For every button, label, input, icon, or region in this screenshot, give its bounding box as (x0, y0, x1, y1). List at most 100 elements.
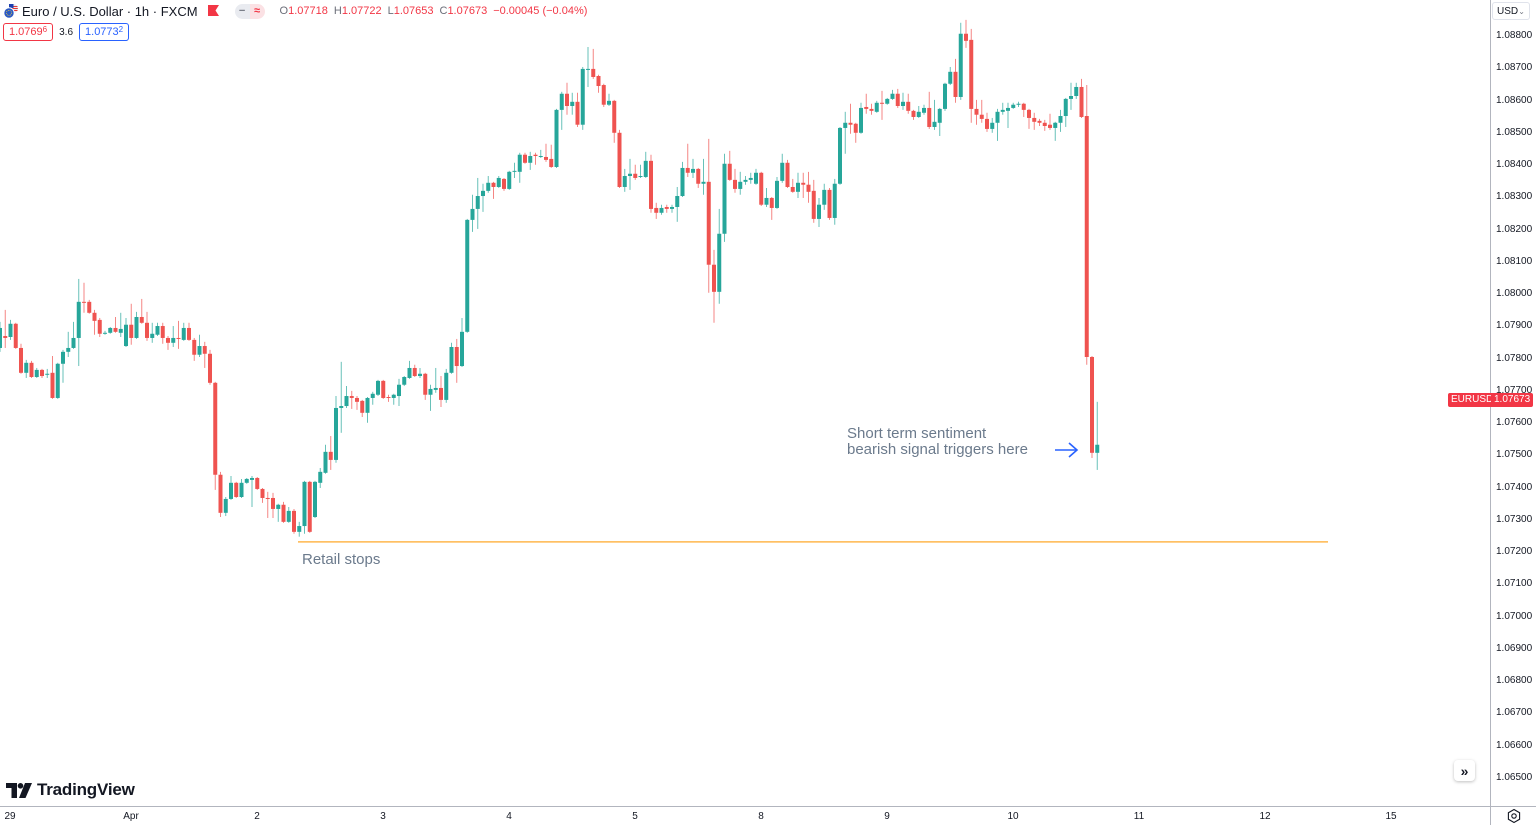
bullish-candle (1006, 102, 1010, 128)
bullish-candle (932, 99, 937, 130)
bullish-candle (250, 476, 254, 508)
bearish-candle (328, 436, 333, 470)
bullish-candle (1016, 101, 1021, 107)
bearish-candle (176, 320, 181, 349)
signal-annotation-line1[interactable]: Short term sentiment (847, 425, 987, 442)
bullish-candle (433, 367, 438, 393)
bullish-candle (302, 480, 307, 534)
currency-dropdown[interactable]: USD ⌄ (1492, 2, 1530, 20)
bullish-candle (796, 172, 800, 198)
symbol-title[interactable]: Euro / U.S. Dollar · 1h · FXCM (22, 3, 198, 19)
bearish-candle (985, 112, 989, 132)
bullish-candle (701, 158, 706, 195)
chevron-down-icon: ⌄ (1518, 6, 1525, 16)
bullish-candle (780, 153, 785, 183)
bearish-candle (911, 109, 916, 120)
price-tick-label: 1.08500 (1496, 126, 1533, 138)
tradingview-logo[interactable]: TradingView (6, 780, 135, 800)
bearish-candle (1037, 118, 1042, 127)
bearish-candle (1042, 119, 1047, 131)
sell-button[interactable]: 1.0769 6 (3, 23, 54, 41)
bearish-candle (265, 491, 270, 518)
bullish-candle (885, 97, 890, 105)
bearish-candle (654, 202, 659, 219)
candles (0, 19, 1100, 537)
bearish-candle (13, 322, 18, 349)
indicator-toggle-pill[interactable]: − ≈ (234, 3, 265, 19)
bearish-candle (260, 487, 265, 503)
bullish-candle (475, 177, 480, 229)
low-value: 1.07653 (393, 5, 434, 17)
approx-icon[interactable]: ≈ (249, 3, 265, 19)
open-label: O (279, 5, 289, 17)
bearish-candle (29, 360, 34, 378)
bullish-candle (223, 497, 228, 517)
time-tick-label: 29 (4, 811, 16, 822)
bullish-candle (995, 108, 1000, 141)
bullish-candle (460, 317, 464, 367)
time-tick-label: 4 (506, 811, 512, 822)
bearish-candle (281, 501, 286, 523)
time-tick-label: 3 (380, 811, 386, 822)
bullish-candle (134, 311, 139, 339)
price-tick-label: 1.08000 (1496, 288, 1533, 300)
retail-stops-label[interactable]: Retail stops (302, 551, 381, 568)
bullish-candle (1069, 82, 1073, 110)
price-tick-label: 1.06600 (1496, 739, 1533, 751)
price-tick-label: 1.08800 (1496, 30, 1533, 41)
bearish-candle (565, 82, 569, 115)
bearish-candle (869, 103, 874, 115)
bearish-candle (113, 316, 118, 333)
bullish-candle (943, 82, 947, 111)
bullish-candle (55, 362, 60, 399)
price-tick-label: 1.08300 (1496, 191, 1533, 203)
time-tick-label: 8 (758, 811, 764, 822)
bullish-candle (559, 91, 564, 130)
change-value: −0.00045 (−0.04%) (493, 5, 588, 17)
bullish-candle (397, 378, 401, 407)
bearish-candle (811, 179, 816, 223)
settings-gear-icon[interactable] (1506, 808, 1522, 824)
bullish-candle (512, 162, 517, 178)
bullish-candle (990, 117, 995, 133)
bullish-candle (0, 321, 2, 352)
scroll-to-realtime-button[interactable]: » (1454, 760, 1475, 781)
minus-icon[interactable]: − (234, 3, 250, 19)
bullish-candle (743, 176, 748, 185)
bullish-candle (717, 208, 722, 304)
bullish-candle (313, 480, 317, 518)
bullish-candle (181, 322, 186, 341)
bullish-candle (376, 379, 380, 397)
high-value: 1.07722 (341, 5, 382, 17)
bearish-candle (491, 181, 496, 199)
symbol-legend[interactable]: Euro / U.S. Dollar · 1h · FXCM − ≈ O 1.07… (3, 2, 587, 20)
bullish-candle (481, 183, 485, 212)
high-label: H (333, 5, 342, 17)
bearish-candle (827, 187, 832, 220)
bearish-candle (853, 122, 858, 143)
bullish-candle (675, 186, 680, 222)
bearish-candle (160, 322, 165, 344)
bullish-candle (402, 376, 407, 387)
price-tick-label: 1.07200 (1496, 546, 1533, 558)
bearish-candle (617, 129, 622, 188)
time-tick-label: 9 (884, 811, 890, 822)
price-tick-label: 1.06800 (1496, 675, 1533, 687)
bearish-candle (759, 171, 764, 207)
time-tick-label: Apr (123, 811, 139, 822)
buy-button[interactable]: 1.0773 2 (79, 23, 130, 41)
bearish-candle (533, 152, 538, 165)
bullish-candle (334, 396, 338, 463)
bearish-candle (1090, 356, 1094, 458)
price-tick-label: 1.07600 (1496, 417, 1533, 429)
signal-annotation-line2[interactable]: bearish signal triggers here (847, 441, 1028, 458)
bullish-candle (1095, 401, 1100, 470)
bullish-candle (691, 158, 695, 178)
bearish-candle (292, 508, 296, 534)
bearish-candle (97, 317, 102, 337)
price-tick-label: 1.08200 (1496, 223, 1533, 235)
bearish-candle (271, 492, 275, 518)
red-flag-icon[interactable] (207, 5, 219, 17)
time-tick-label: 15 (1385, 811, 1397, 822)
